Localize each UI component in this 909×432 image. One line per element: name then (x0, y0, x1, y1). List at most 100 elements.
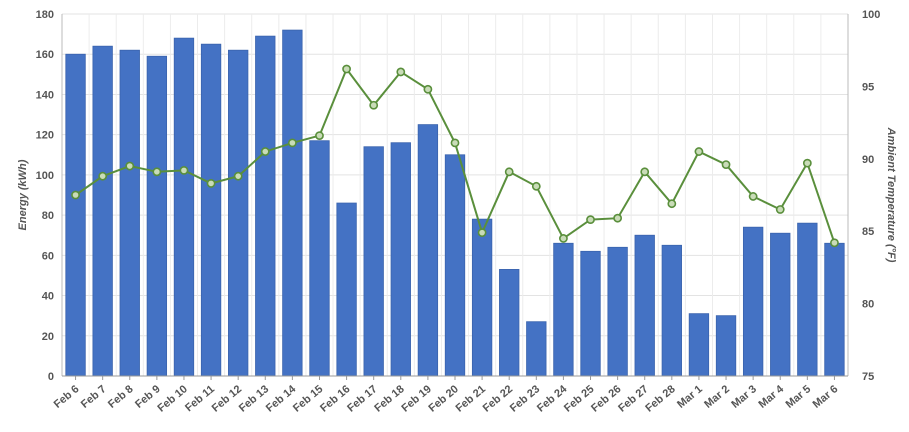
temperature-point (586, 215, 595, 225)
y-tick-label: 20 (42, 331, 54, 343)
y2-tick-label: 100 (862, 9, 880, 21)
y-tick-label: 80 (42, 210, 54, 222)
x-tick-label: Feb 18 (372, 383, 406, 415)
x-tick-label: Feb 20 (427, 383, 461, 415)
x-tick-label: Feb 26 (589, 383, 623, 415)
x-tick-label: Feb 17 (345, 383, 379, 415)
temperature-point (775, 205, 785, 214)
y-tick-label: 120 (36, 130, 54, 142)
x-tick-label: Feb 25 (562, 383, 596, 415)
line-series (71, 64, 839, 248)
x-tick-label: Mar 3 (729, 383, 759, 411)
bar (471, 218, 493, 377)
y-tick-label: 100 (36, 170, 54, 182)
temperature-point (125, 161, 135, 171)
x-tick-label: Feb 21 (454, 383, 488, 415)
x-tick-label: Feb 12 (210, 383, 244, 415)
bar (119, 49, 140, 377)
temperature-point (694, 147, 704, 156)
bar (770, 232, 791, 377)
temperature-point (260, 147, 270, 156)
x-tick-label: Feb 23 (508, 383, 542, 415)
bar (499, 269, 520, 377)
y2-tick-label: 75 (862, 371, 874, 383)
y2-tick-label: 85 (862, 226, 874, 238)
temperature-point (802, 158, 812, 168)
temperature-point (531, 181, 541, 191)
y-tick-label: 40 (42, 291, 54, 303)
x-tick-label: Feb 13 (237, 383, 271, 415)
bar-series (65, 29, 845, 377)
bar (444, 154, 466, 377)
y2-tick-label: 90 (862, 154, 874, 166)
x-tick-label: Mar 5 (784, 383, 814, 411)
temperature-point (206, 179, 216, 188)
temperature-point (748, 192, 758, 201)
bar (797, 222, 818, 377)
x-tick-label: Feb 8 (106, 383, 136, 411)
temperature-point (423, 84, 433, 94)
temperature-point (342, 64, 351, 74)
bar (363, 146, 384, 377)
x-tick-label: Feb 19 (399, 383, 433, 415)
y2-tick-label: 80 (862, 299, 874, 311)
y2-tick-label: 95 (862, 81, 874, 93)
x-tick-label: Feb 7 (79, 383, 109, 411)
temperature-point (721, 160, 731, 169)
x-tick-label: Mar 4 (756, 383, 786, 411)
y-tick-label: 0 (48, 371, 54, 383)
temperature-point (369, 100, 379, 110)
bar (526, 321, 547, 377)
x-tick-label: Mar 2 (702, 383, 732, 411)
x-tick-label: Feb 27 (616, 383, 650, 415)
y-tick-label: 60 (42, 250, 54, 262)
x-tick-label: Feb 15 (291, 383, 325, 415)
temperature-point (152, 167, 162, 177)
x-tick-label: Mar 6 (811, 383, 841, 411)
y-axis-title: Energy (kWh) (17, 159, 29, 230)
bar (65, 53, 86, 377)
y2-axis-title: Ambient Temperature (°F) (885, 127, 897, 263)
x-tick-label: Feb 10 (155, 383, 189, 415)
x-tick-label: Feb 22 (481, 383, 515, 415)
x-tick-label: Mar 1 (675, 383, 705, 411)
bar (661, 244, 682, 377)
temperature-point (287, 138, 297, 148)
temperature-point (613, 213, 623, 223)
bar (200, 43, 222, 377)
temperature-point (233, 171, 243, 181)
temperature-point (98, 171, 108, 181)
bar (255, 35, 276, 377)
bar (228, 49, 249, 377)
temperature-point (830, 238, 839, 248)
y-tick-label: 160 (36, 49, 54, 61)
temperature-point (396, 67, 406, 77)
bar (715, 315, 737, 377)
x-tick-label: Feb 28 (643, 383, 677, 415)
temperature-point (640, 167, 650, 177)
y-tick-label: 180 (36, 9, 54, 21)
bar (92, 45, 113, 377)
bar (390, 142, 411, 377)
bar (309, 140, 330, 377)
temperature-point (667, 199, 677, 209)
bar (336, 202, 357, 377)
bar (282, 29, 303, 377)
bar (580, 250, 601, 377)
bar (688, 313, 710, 377)
bar (553, 242, 574, 377)
bar (173, 37, 195, 377)
bar (742, 226, 764, 377)
temperature-point (179, 165, 189, 175)
temperature-point (559, 234, 568, 243)
x-tick-label: Feb 6 (52, 383, 82, 411)
y-tick-label: 140 (36, 89, 54, 101)
bar (607, 246, 628, 377)
temperature-point (477, 228, 487, 238)
temperature-point (315, 131, 324, 141)
x-tick-label: Feb 16 (318, 383, 352, 415)
temperature-point (71, 190, 80, 200)
temperature-point (504, 167, 514, 177)
